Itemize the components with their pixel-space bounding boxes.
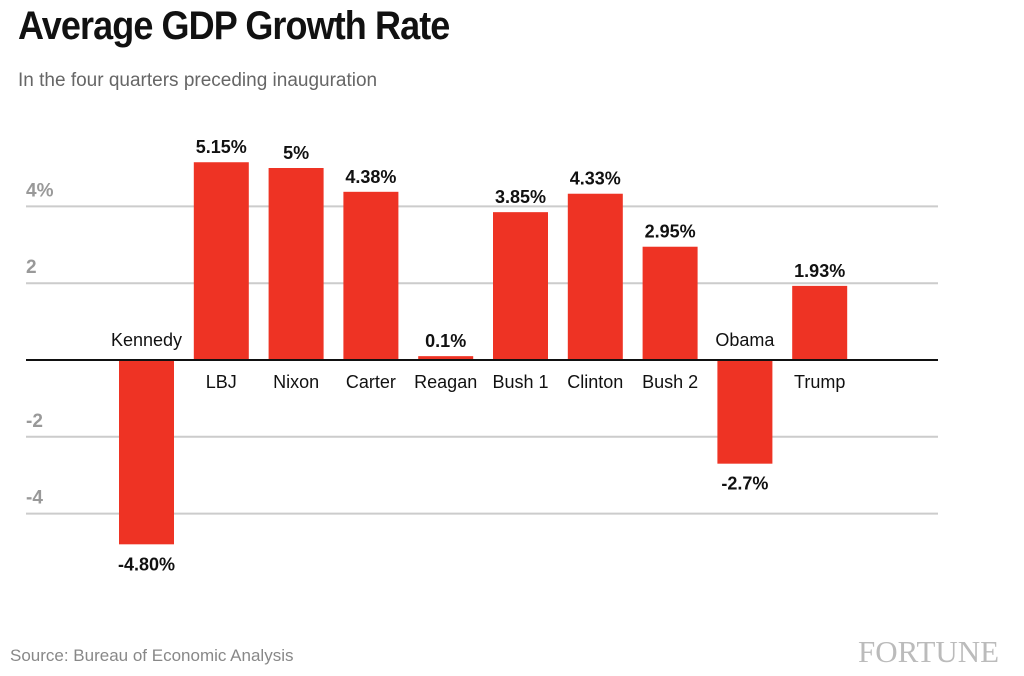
category-label: Nixon [273,372,319,392]
data-label: 0.1% [425,331,466,351]
category-label: Trump [794,372,845,392]
category-label: Obama [715,330,775,350]
bar [418,356,474,360]
y-tick-label: -2 [26,411,43,432]
source-note: Source: Bureau of Economic Analysis [10,646,294,665]
data-label: 4.33% [570,169,621,189]
data-label: 2.95% [645,222,696,242]
data-label: -2.7% [721,474,768,494]
category-label: Reagan [414,372,477,392]
bar [493,212,548,360]
category-label: Kennedy [111,330,182,350]
category-label: Bush 1 [492,372,548,392]
data-label: 5.15% [196,137,247,157]
bar [717,360,773,464]
bar [792,285,848,360]
data-label: 1.93% [794,261,845,281]
bar [343,191,399,360]
fortune-logo: FORTUNE [858,634,1000,669]
y-tick-label: -4 [26,488,43,509]
y-tick-label: 4% [26,180,54,201]
y-tick-label: 2 [26,257,37,278]
category-label: Clinton [567,372,623,392]
data-label: 5% [283,143,309,163]
bar [642,246,698,360]
bar [567,193,623,360]
data-label: 3.85% [495,187,546,207]
data-label: 4.38% [345,167,396,187]
data-label: -4.80% [118,554,175,574]
bar [193,162,249,360]
bar [119,360,174,545]
chart-title: Average GDP Growth Rate [18,4,450,48]
category-label: LBJ [206,372,237,392]
category-label: Carter [346,372,396,392]
category-label: Bush 2 [642,372,698,392]
chart-subtitle: In the four quarters preceding inaugurat… [18,70,378,91]
bar [268,168,324,360]
